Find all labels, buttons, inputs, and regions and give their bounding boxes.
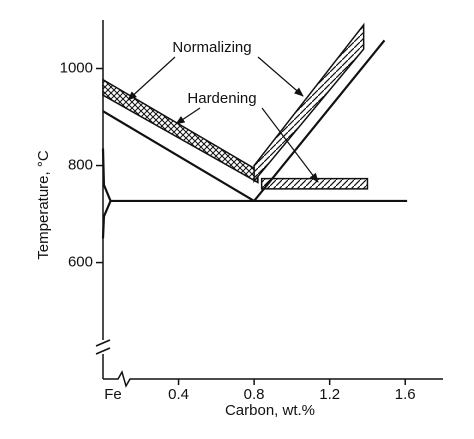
- y-tick-label: 1000: [60, 59, 93, 76]
- annotation-arrow: [257, 56, 304, 97]
- hatched-band: [253, 22, 365, 184]
- y-axis: [95, 20, 111, 379]
- annotation: Hardening: [187, 90, 256, 107]
- y-axis-label: Temperature, °C: [35, 150, 52, 260]
- x-tick-label: 1.2: [319, 386, 340, 403]
- phase-line: [102, 110, 255, 202]
- annotation-arrow: [261, 107, 319, 183]
- x-tick-label: 0.4: [168, 386, 189, 403]
- x-tick-label: Fe: [104, 386, 122, 403]
- y-tick-label: 600: [68, 254, 93, 271]
- axes: [95, 20, 443, 388]
- annotation-arrow: [127, 56, 176, 101]
- annotation-arrow: [175, 107, 201, 125]
- x-tick-label: 1.6: [395, 386, 416, 403]
- phase-line: [101, 148, 112, 239]
- x-axis-label: Carbon, wt.%: [225, 402, 315, 419]
- y-tick-label: 800: [68, 157, 93, 174]
- hatched-band: [260, 177, 369, 190]
- x-tick-label: 0.8: [244, 386, 265, 403]
- phase-line: [253, 39, 386, 202]
- x-axis: [103, 370, 443, 388]
- annotation: Normalizing: [172, 39, 251, 56]
